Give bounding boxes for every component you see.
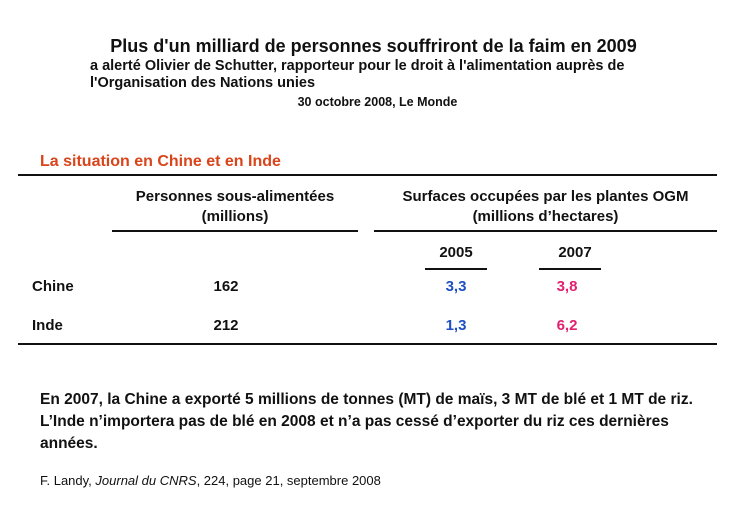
subtitle: a alerté Olivier de Schutter, rapporteur… [90, 58, 690, 92]
citation-author: F. Landy, [40, 473, 96, 488]
citation-journal: Journal du CNRS [95, 473, 197, 488]
column-header-undernourished: Personnes sous-alimentées (millions) [112, 187, 358, 227]
column-header-undernourished-line-1: Personnes sous-alimentées [135, 188, 335, 205]
table-bottom-rule [18, 343, 717, 345]
footer-paragraph-china: En 2007, la Chine a exporté 5 millions d… [40, 391, 693, 408]
citation: F. Landy, Journal du CNRS, 224, page 21,… [40, 473, 381, 488]
footer-text: En 2007, la Chine a exporté 5 millions d… [40, 389, 720, 455]
date-source: 30 octobre 2008, Le Monde [297, 95, 458, 109]
cell-inde-ogm-2005: 1,3 [445, 317, 467, 334]
cell-inde-ogm-2007: 6,2 [556, 317, 578, 334]
row-label-inde: Inde [32, 317, 63, 334]
year-2007-rule [539, 268, 601, 270]
year-2007-header: 2007 [558, 244, 592, 261]
footer-paragraph-india: L’Inde n’importera pas de blé en 2008 et… [40, 413, 669, 452]
row-label-chine: Chine [32, 278, 74, 295]
subtitle-line-1: a alerté Olivier de Schutter, rapporteur… [90, 58, 625, 74]
column-header-undernourished-rule [112, 230, 358, 232]
subtitle-line-2: l'Organisation des Nations unies [90, 75, 316, 91]
year-2005-rule [425, 268, 487, 270]
table-top-rule [18, 174, 717, 176]
cell-chine-ogm-2005: 3,3 [445, 278, 467, 295]
citation-details: , 224, page 21, septembre 2008 [196, 473, 381, 488]
section-title: La situation en Chine et en Inde [40, 153, 281, 170]
cell-chine-ogm-2007: 3,8 [556, 278, 578, 295]
column-header-ogm-line-2: (millions d’hectares) [472, 208, 619, 225]
year-2005-header: 2005 [439, 244, 473, 261]
column-header-ogm: Surfaces occupées par les plantes OGM (m… [374, 187, 717, 227]
column-header-ogm-rule [374, 230, 717, 232]
cell-chine-undernourished: 162 [213, 278, 239, 295]
column-header-ogm-line-1: Surfaces occupées par les plantes OGM [402, 188, 689, 205]
column-header-undernourished-line-2: (millions) [201, 208, 269, 225]
page-title: Plus d'un milliard de personnes souffrir… [110, 36, 637, 56]
cell-inde-undernourished: 212 [213, 317, 239, 334]
